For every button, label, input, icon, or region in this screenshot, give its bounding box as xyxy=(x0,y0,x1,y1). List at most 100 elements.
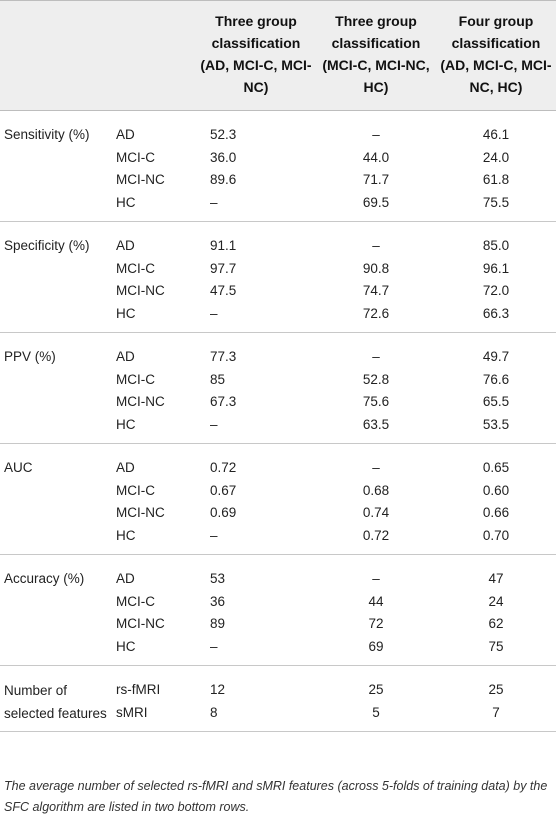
metric-label: Sensitivity (%) xyxy=(4,127,90,142)
table-row: MCI-NC 0.69 0.74 0.66 xyxy=(0,502,556,525)
class-label: HC xyxy=(116,638,136,654)
class-label: HC xyxy=(116,416,136,432)
value-three-group-ad: 97.7 xyxy=(210,260,237,276)
class-label: MCI-C xyxy=(116,260,155,276)
value-three-group-ad: 0.72 xyxy=(210,460,237,475)
value-three-group-ad: 47.5 xyxy=(210,283,237,298)
metric-label: Number of selected features xyxy=(4,683,107,721)
value-three-group-hc: 25 xyxy=(368,682,384,697)
table-row: HC – 72.6 66.3 xyxy=(0,303,556,333)
class-label: MCI-NC xyxy=(116,505,165,520)
header-row: Three group classification (AD, MCI-C, M… xyxy=(0,0,556,111)
table-row: PPV (%) AD 77.3 – 49.7 xyxy=(0,333,556,369)
value-four-group: 72.0 xyxy=(482,283,510,298)
value-three-group-hc: 63.5 xyxy=(362,416,390,432)
table-row: AUC AD 0.72 – 0.65 xyxy=(0,444,556,480)
value-three-group-ad: 89.6 xyxy=(210,172,237,187)
value-four-group: 0.60 xyxy=(482,482,510,498)
value-four-group: 0.65 xyxy=(482,460,510,475)
value-three-group-ad: – xyxy=(210,305,218,321)
class-label: MCI-NC xyxy=(116,172,165,187)
value-three-group-ad: 0.67 xyxy=(210,482,237,498)
table-row: MCI-NC 89 72 62 xyxy=(0,613,556,636)
table-row: HC – 69.5 75.5 xyxy=(0,192,556,222)
class-label: MCI-NC xyxy=(116,283,165,298)
value-four-group: 75 xyxy=(488,638,504,654)
class-label: AD xyxy=(116,127,135,142)
value-three-group-hc: 69 xyxy=(368,638,384,654)
table-row: Number of selected features rs-fMRI 12 25 25 xyxy=(0,666,556,721)
value-four-group: 53.5 xyxy=(482,416,510,432)
results-table: Three group classification (AD, MCI-C, M… xyxy=(0,0,556,111)
class-label: MCI-C xyxy=(116,149,155,165)
value-three-group-hc: 71.7 xyxy=(362,172,390,187)
class-label: MCI-C xyxy=(116,371,155,387)
value-four-group: 24 xyxy=(488,593,504,609)
value-three-group-hc: – xyxy=(372,127,380,142)
metric-group: PPV (%) AD 77.3 – 49.7 MCI-C 85 52.8 76.6 MCI-NC 6… xyxy=(0,333,556,444)
value-three-group-hc: 5 xyxy=(372,704,380,720)
metric-label: AUC xyxy=(4,460,33,475)
value-three-group-hc: 44 xyxy=(368,593,384,609)
value-three-group-hc: 72 xyxy=(368,616,384,631)
table-row: HC – 63.5 53.5 xyxy=(0,414,556,444)
header-empty-2 xyxy=(116,1,196,111)
value-four-group: 7 xyxy=(492,704,500,720)
table-footnote: The average number of selected rs-fMRI a… xyxy=(4,779,548,814)
class-label: HC xyxy=(116,305,136,321)
metric-group: Accuracy (%) AD 53 – 47 MCI-C 36 44 24 MCI-NC 89 72… xyxy=(0,555,556,666)
value-three-group-ad: 67.3 xyxy=(210,394,237,409)
value-four-group: 76.6 xyxy=(482,371,510,387)
value-three-group-hc: 0.72 xyxy=(362,527,390,543)
table-row: MCI-C 97.7 90.8 96.1 xyxy=(0,258,556,281)
value-three-group-hc: 0.74 xyxy=(362,505,390,520)
value-three-group-hc: 90.8 xyxy=(362,260,390,276)
value-three-group-ad: 36.0 xyxy=(210,149,237,165)
value-three-group-ad: 53 xyxy=(210,571,226,586)
value-four-group: 0.70 xyxy=(482,527,510,543)
value-three-group-ad: 91.1 xyxy=(210,238,237,253)
value-four-group: 24.0 xyxy=(482,149,510,165)
class-label: AD xyxy=(116,571,135,586)
table-row: Specificity (%) AD 91.1 – 85.0 xyxy=(0,222,556,258)
value-four-group: 66.3 xyxy=(482,305,510,321)
value-three-group-ad: – xyxy=(210,194,218,210)
table-row: MCI-NC 47.5 74.7 72.0 xyxy=(0,280,556,303)
value-three-group-hc: – xyxy=(372,238,380,253)
value-four-group: 49.7 xyxy=(482,349,510,364)
table-row: MCI-NC 67.3 75.6 65.5 xyxy=(0,391,556,414)
header-three-group-ad: Three group classification (AD, MCI-C, M… xyxy=(200,13,312,95)
value-four-group: 96.1 xyxy=(482,260,510,276)
metric-label: Accuracy (%) xyxy=(4,571,85,586)
metric-group: Sensitivity (%) AD 52.3 – 46.1 MCI-C 36.0 44.0 2… xyxy=(0,111,556,222)
header-four-group: Four group classification (AD, MCI-C, MC… xyxy=(440,13,552,95)
metric-label: Specificity (%) xyxy=(4,238,90,253)
class-label: MCI-NC xyxy=(116,394,165,409)
value-three-group-hc: – xyxy=(372,349,380,364)
value-four-group: 47 xyxy=(488,571,504,586)
value-three-group-ad: – xyxy=(210,638,218,654)
value-three-group-ad: 77.3 xyxy=(210,349,237,364)
value-three-group-ad: 8 xyxy=(210,704,218,720)
value-three-group-hc: 52.8 xyxy=(362,371,390,387)
value-four-group: 46.1 xyxy=(482,127,510,142)
table-row: sMRI 8 5 7 xyxy=(0,702,556,732)
value-three-group-ad: – xyxy=(210,416,218,432)
class-label: HC xyxy=(116,194,136,210)
table-row: Accuracy (%) AD 53 – 47 xyxy=(0,555,556,591)
class-label: AD xyxy=(116,238,135,253)
value-three-group-ad: 52.3 xyxy=(210,127,237,142)
class-label: AD xyxy=(116,349,135,364)
table-row: MCI-C 36 44 24 xyxy=(0,591,556,614)
value-four-group: 0.66 xyxy=(482,505,510,520)
metric-label: PPV (%) xyxy=(4,349,56,364)
metric-group: AUC AD 0.72 – 0.65 MCI-C 0.67 0.68 0.60 MCI-NC 0.6… xyxy=(0,444,556,555)
table-row: HC – 0.72 0.70 xyxy=(0,525,556,555)
value-three-group-ad: 36 xyxy=(210,593,226,609)
results-body: Sensitivity (%) AD 52.3 – 46.1 MCI-C 36.0 44.0 2… xyxy=(0,111,556,732)
value-three-group-hc: 75.6 xyxy=(362,394,390,409)
value-three-group-ad: 12 xyxy=(210,682,226,697)
value-four-group: 62 xyxy=(488,616,504,631)
table-row: Sensitivity (%) AD 52.3 – 46.1 xyxy=(0,111,556,147)
class-label: MCI-C xyxy=(116,482,155,498)
